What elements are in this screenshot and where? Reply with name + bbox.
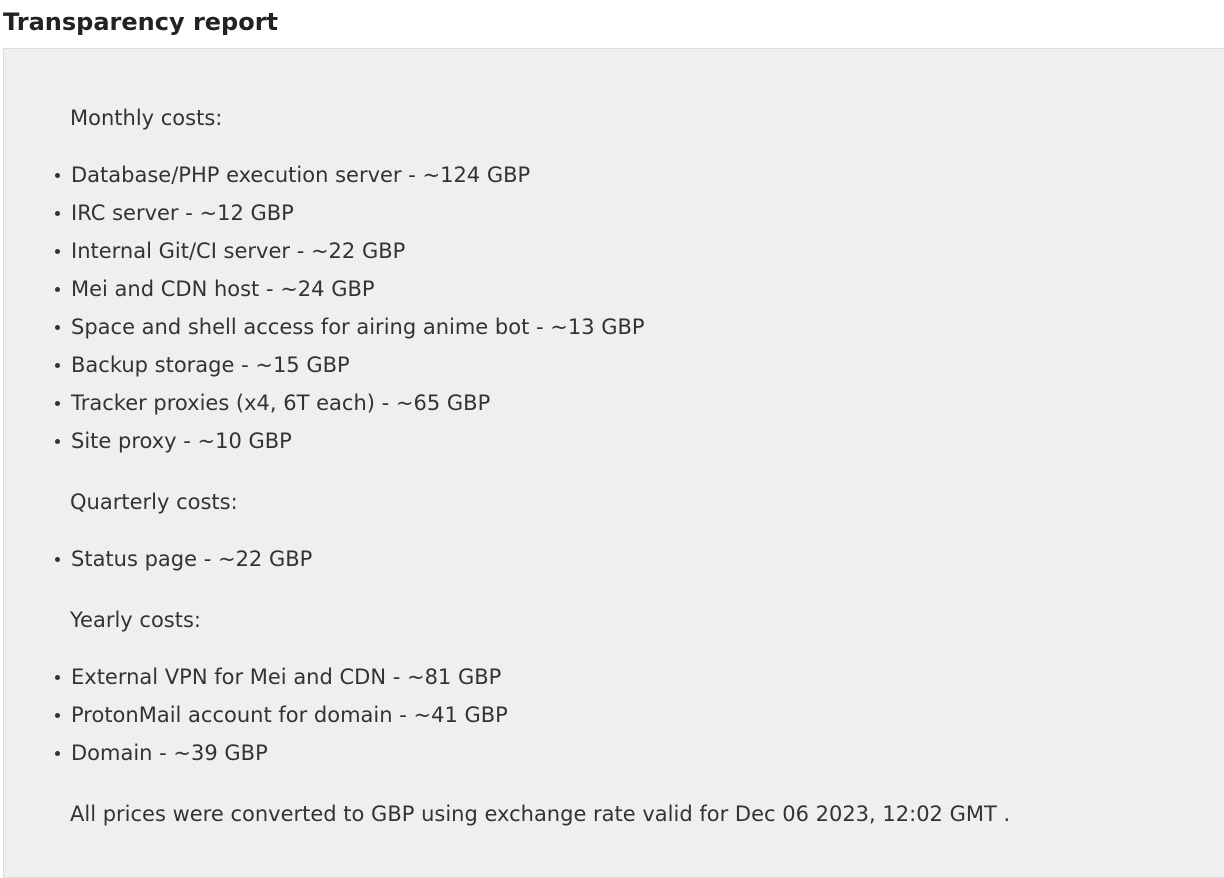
cost-item: Site proxy - ~10 GBP — [54, 422, 1010, 460]
cost-item: Backup storage - ~15 GBP — [54, 346, 1010, 384]
section-heading: Monthly costs: — [70, 106, 223, 130]
cost-item: IRC server - ~12 GBP — [54, 194, 1010, 232]
cost-item: Database/PHP execution server - ~124 GBP — [54, 156, 1010, 194]
cost-item: External VPN for Mei and CDN - ~81 GBP — [54, 658, 1010, 696]
page-title: Transparency report — [3, 8, 279, 36]
cost-item: Status page - ~22 GBP — [54, 540, 1010, 578]
section-heading: Yearly costs: — [70, 608, 201, 632]
cost-item: Domain - ~39 GBP — [54, 734, 1010, 772]
report-panel: Monthly costs: Database/PHP execution ser… — [3, 48, 1224, 878]
cost-item: ProtonMail account for domain - ~41 GBP — [54, 696, 1010, 734]
section-heading: Quarterly costs: — [70, 490, 238, 514]
cost-list: Database/PHP execution server - ~124 GBP… — [4, 156, 1010, 460]
cost-list: External VPN for Mei and CDN - ~81 GBP Pr… — [4, 658, 1010, 772]
report-content: Monthly costs: Database/PHP execution ser… — [4, 99, 1010, 833]
cost-list: Status page - ~22 GBP — [4, 540, 1010, 578]
cost-item: Mei and CDN host - ~24 GBP — [54, 270, 1010, 308]
exchange-rate-note: All prices were converted to GBP using e… — [70, 802, 1011, 826]
cost-item: Tracker proxies (x4, 6T each) - ~65 GBP — [54, 384, 1010, 422]
cost-item: Space and shell access for airing anime … — [54, 308, 1010, 346]
cost-item: Internal Git/CI server - ~22 GBP — [54, 232, 1010, 270]
